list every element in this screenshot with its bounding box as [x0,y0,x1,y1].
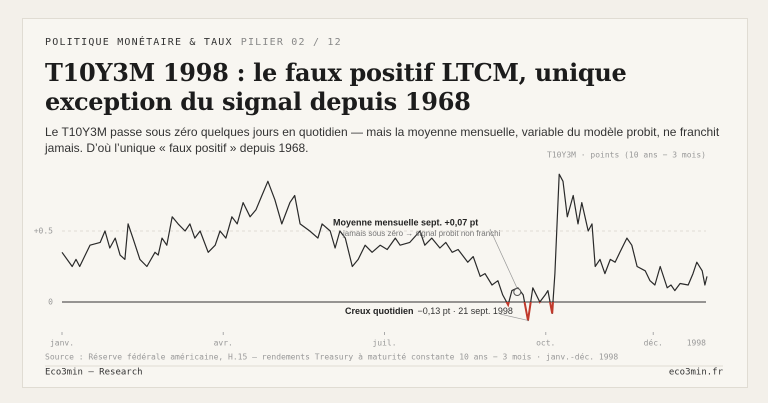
year-label: 1998 [687,339,706,348]
x-tick-label: déc. [644,338,663,348]
x-tick-label: oct. [536,339,555,348]
brand: Eco3min — Research [45,368,143,378]
annotation-leader [499,313,529,321]
y-tick-label: +0.5 [34,227,53,236]
annotation-title: Creux quotidien [345,306,414,316]
title: T10Y3M 1998 : le faux positif LTCM, uniq… [45,58,627,116]
annotation-text: −0,13 pt · 21 sept. 1998 [418,306,513,316]
card [22,18,748,388]
y-axis-label: T10Y3M · points (10 ans − 3 mois) [547,151,706,160]
annotation: Creux quotidien −0,13 pt · 21 sept. 1998 [345,306,513,316]
x-tick-label: avr. [214,339,233,348]
source: Source : Réserve fédérale américaine, H.… [45,352,618,362]
kicker-topic: POLITIQUE MONÉTAIRE & TAUX [45,37,233,48]
annotation-text: jamais sous zéro → signal probit non fra… [342,229,501,238]
site: eco3min.fr [669,368,724,378]
annotation-title: Moyenne mensuelle sept. +0,07 pt [333,217,478,227]
x-tick-label: janv. [50,339,74,348]
monthly-mean-marker [513,288,522,297]
subtitle: Le T10Y3M passe sous zéro quelques jours… [45,125,720,155]
annotation-leader [489,228,518,289]
series-line [61,173,708,322]
y-tick-label: 0 [48,298,53,307]
kicker-pillar: PILIER 02 / 12 [240,37,342,48]
x-tick-label: juil. [372,339,396,348]
kicker: POLITIQUE MONÉTAIRE & TAUX PILIER 02 / 12 [45,37,342,48]
